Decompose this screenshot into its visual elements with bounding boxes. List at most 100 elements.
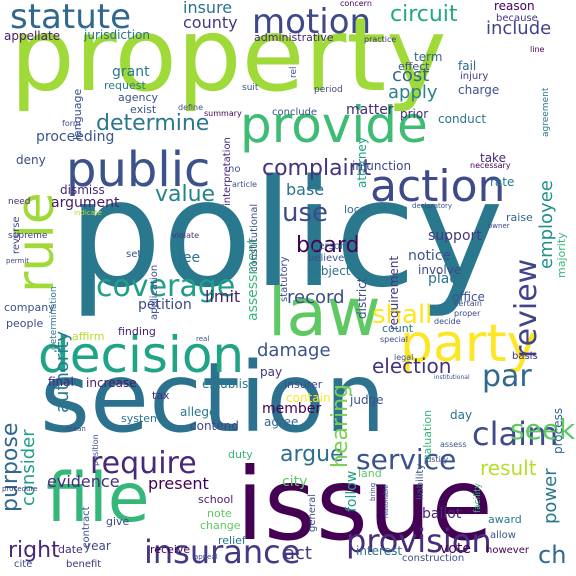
word-conduct: conduct: [438, 112, 487, 126]
word-county: county: [183, 13, 238, 32]
word-law: law: [268, 274, 381, 351]
word-matter: matter: [346, 102, 394, 118]
word-insure: insure: [183, 0, 233, 17]
word-count: count: [382, 322, 414, 335]
word-legal: legal: [394, 353, 414, 362]
word-interest: interest: [356, 544, 403, 558]
word-damage: damage: [257, 340, 331, 361]
word-line: line: [530, 45, 545, 54]
word-complaint: complaint: [262, 156, 372, 181]
word-action: action: [370, 161, 506, 212]
word-reasonable: reasonable: [383, 484, 390, 518]
word-process: process: [551, 408, 565, 455]
word-result: result: [480, 456, 537, 480]
word-day: day: [450, 408, 473, 422]
word-change: change: [200, 519, 241, 532]
word-board: board: [296, 233, 360, 258]
word-reason: reason: [494, 0, 535, 13]
word-construction: construction: [402, 553, 465, 564]
word-appellate: appellate: [4, 29, 61, 43]
word-fee: fee: [178, 250, 201, 266]
word-local: local: [344, 203, 370, 216]
word-certain: certain: [454, 299, 482, 308]
word-deny: deny: [16, 153, 46, 167]
word-support: support: [428, 228, 482, 244]
word-form: form: [62, 119, 81, 128]
word-application: application: [149, 264, 160, 320]
word-evidence: evidence: [47, 472, 120, 491]
word-party: party: [400, 314, 538, 374]
word-necessary: necessary: [470, 161, 511, 170]
word-establish: establish: [202, 377, 256, 391]
word-statute: statute: [10, 0, 132, 37]
word-general: general: [307, 493, 318, 532]
word-pay: pay: [260, 365, 283, 379]
word-rel: rel: [289, 66, 299, 79]
word-violate: violate: [172, 231, 200, 240]
word-include: include: [486, 18, 552, 39]
word-land: land: [358, 467, 382, 480]
word-decide: decide: [434, 317, 461, 326]
word-cite: cite: [14, 559, 33, 570]
word-base: base: [286, 180, 325, 199]
word-benefit: benefit: [66, 559, 102, 570]
word-present: present: [148, 474, 209, 493]
word-justify: justify: [424, 455, 449, 464]
word-proper: proper: [454, 309, 481, 318]
word-company: company: [4, 301, 55, 314]
word-district: district: [355, 277, 369, 319]
word-appeal: appeal: [194, 553, 218, 561]
word-declaratory: declaratory: [412, 202, 453, 210]
word-procedure: procedure: [2, 485, 38, 493]
word-increase: increase: [86, 376, 137, 390]
word-apply: apply: [388, 82, 438, 103]
word-dismiss: dismiss: [60, 183, 105, 197]
word-election: election: [372, 354, 452, 378]
word-award: award: [488, 513, 522, 526]
word-jurisdiction: jurisdiction: [84, 28, 150, 42]
word-constitutional: constitutional: [249, 203, 260, 272]
word-permit: permit: [6, 257, 30, 265]
word-fail: fail: [458, 59, 477, 73]
word-believe: believe: [308, 253, 345, 264]
word-argument: argument: [51, 195, 120, 211]
word-relief: relief: [218, 534, 246, 547]
word-raise: raise: [506, 211, 533, 224]
word-require: require: [90, 446, 197, 481]
word-provision: provision: [346, 522, 492, 560]
word-suit: suit: [242, 83, 259, 93]
word-supreme: supreme: [8, 231, 48, 241]
word-school: school: [198, 493, 234, 506]
word-practice: practice: [364, 35, 397, 44]
word-member: member: [262, 401, 322, 417]
word-city: city: [282, 474, 308, 490]
word-service: service: [356, 443, 457, 476]
word-bring: bring: [369, 482, 377, 501]
word-majority: majority: [555, 232, 568, 278]
word-however: however: [486, 545, 529, 556]
word-vote: vote: [440, 541, 471, 557]
word-review: review: [509, 258, 544, 358]
word-seek: seek: [510, 413, 576, 446]
word-date: date: [58, 543, 83, 556]
word-place: place: [428, 271, 466, 287]
word-follow: follow: [344, 471, 360, 513]
word-term: term: [414, 50, 443, 64]
word-language: language: [71, 88, 84, 140]
word-ballot: ballot: [422, 506, 462, 522]
word-affirm: affirm: [72, 330, 105, 343]
word-period: period: [314, 85, 343, 95]
word-concern: concern: [340, 0, 372, 8]
word-hearing: hearing: [328, 384, 353, 469]
word-no: no: [228, 164, 241, 175]
word-request: request: [104, 79, 146, 92]
word-people: people: [6, 317, 44, 330]
word-conclude: conclude: [272, 107, 318, 118]
word-indicate: indicate: [74, 209, 102, 217]
word-real: real: [196, 335, 210, 343]
word-circuit: circuit: [390, 2, 458, 27]
word-need: need: [8, 197, 31, 207]
word-duty: duty: [228, 448, 253, 461]
word-institutional: institutional: [434, 374, 470, 381]
word-insurer: insurer: [284, 378, 323, 391]
